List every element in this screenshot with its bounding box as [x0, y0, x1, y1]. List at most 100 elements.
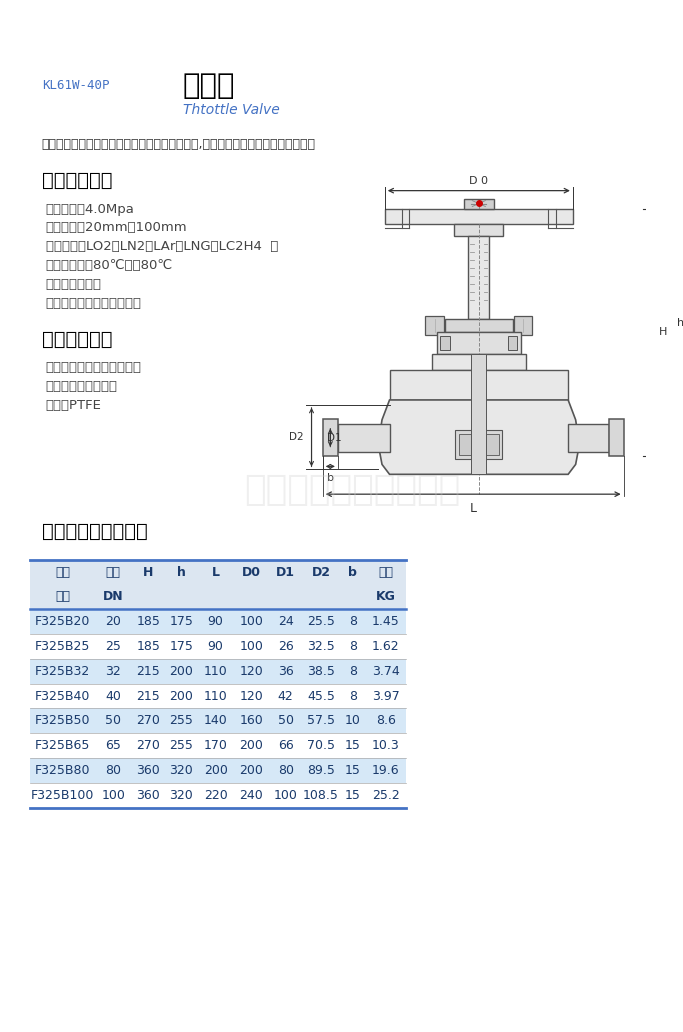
Text: 200: 200: [169, 689, 193, 703]
Text: 通径: 通径: [106, 566, 121, 579]
Text: 8: 8: [349, 615, 357, 628]
Text: 45.5: 45.5: [307, 689, 335, 703]
Text: 108.5: 108.5: [303, 788, 339, 802]
Text: 19.6: 19.6: [372, 764, 400, 777]
Text: L: L: [212, 566, 220, 579]
Text: 节流阀: 节流阀: [183, 71, 235, 100]
FancyBboxPatch shape: [426, 316, 444, 335]
Text: D2: D2: [290, 431, 304, 442]
Text: 填料：PTFE: 填料：PTFE: [46, 399, 101, 412]
Text: F325B25: F325B25: [35, 640, 90, 653]
Text: 介质流向：由阀瓣下面向上: 介质流向：由阀瓣下面向上: [46, 297, 141, 310]
Text: 8: 8: [349, 665, 357, 678]
Text: 阀体、阀盖、阀杆：不锈钢: 阀体、阀盖、阀杆：不锈钢: [46, 361, 141, 375]
Text: 24: 24: [278, 615, 294, 628]
Text: 32.5: 32.5: [307, 640, 335, 653]
Text: KG: KG: [376, 590, 395, 604]
Text: 公称压力：4.0Mpa: 公称压力：4.0Mpa: [46, 202, 135, 216]
Text: 25.5: 25.5: [307, 615, 335, 628]
Text: 15: 15: [345, 739, 361, 752]
Text: 185: 185: [137, 640, 161, 653]
Text: 160: 160: [240, 714, 263, 728]
Text: KL61W-40P: KL61W-40P: [42, 78, 109, 92]
Bar: [454, 224, 503, 236]
Text: 外形与安装连接尺寸: 外形与安装连接尺寸: [42, 522, 148, 541]
Text: 8.6: 8.6: [376, 714, 395, 728]
Text: 40: 40: [105, 689, 121, 703]
Bar: [31, 609, 406, 634]
Text: 240: 240: [240, 788, 263, 802]
Text: 89.5: 89.5: [307, 764, 335, 777]
Text: 270: 270: [137, 739, 161, 752]
Text: h: h: [177, 566, 186, 579]
Bar: [31, 683, 406, 708]
Bar: [459, 433, 499, 455]
Text: H: H: [143, 566, 154, 579]
Text: 200: 200: [240, 739, 264, 752]
Text: 80: 80: [105, 764, 121, 777]
Text: 25.2: 25.2: [372, 788, 400, 802]
Text: 代号: 代号: [55, 590, 70, 604]
Text: 200: 200: [169, 665, 193, 678]
Text: Thtottle Valve: Thtottle Valve: [183, 103, 279, 118]
FancyBboxPatch shape: [514, 316, 533, 335]
Text: 10: 10: [345, 714, 361, 728]
Text: D0: D0: [242, 566, 261, 579]
Bar: [389, 370, 568, 400]
Text: D2: D2: [311, 566, 331, 579]
Text: 110: 110: [204, 689, 227, 703]
Text: 适用介质：LO2、LN2、LAr、LNG、LC2H4  等: 适用介质：LO2、LN2、LAr、LNG、LC2H4 等: [46, 240, 278, 253]
Text: 100: 100: [274, 788, 298, 802]
Text: 10.3: 10.3: [372, 739, 400, 752]
Text: 26: 26: [278, 640, 294, 653]
Bar: [31, 783, 406, 808]
Bar: [436, 332, 521, 354]
Text: 200: 200: [204, 764, 227, 777]
Text: 90: 90: [208, 615, 223, 628]
Text: 1.45: 1.45: [372, 615, 400, 628]
Bar: [508, 336, 517, 350]
Text: 360: 360: [137, 764, 161, 777]
Bar: [464, 198, 494, 208]
Text: D 0: D 0: [469, 175, 488, 186]
Bar: [31, 708, 406, 733]
Text: L: L: [470, 503, 477, 515]
Bar: [31, 759, 406, 783]
Bar: [31, 733, 406, 759]
Bar: [471, 354, 486, 475]
Text: 主要技术参数: 主要技术参数: [42, 171, 112, 190]
Bar: [445, 319, 513, 332]
Text: D1: D1: [276, 566, 295, 579]
Text: 100: 100: [240, 615, 264, 628]
Text: b: b: [327, 474, 334, 483]
Text: 66: 66: [278, 739, 294, 752]
Text: 215: 215: [137, 665, 161, 678]
Text: 上海阀门制造有限公司: 上海阀门制造有限公司: [244, 474, 460, 507]
Text: 120: 120: [240, 665, 263, 678]
Text: 100: 100: [240, 640, 264, 653]
Text: 32: 32: [105, 665, 121, 678]
Text: 20: 20: [105, 615, 121, 628]
Bar: [568, 424, 609, 452]
Bar: [456, 429, 502, 459]
Text: 8: 8: [349, 689, 357, 703]
Text: 50: 50: [278, 714, 294, 728]
Text: 270: 270: [137, 714, 161, 728]
Text: F325B50: F325B50: [35, 714, 90, 728]
Bar: [323, 419, 338, 456]
Text: 175: 175: [169, 615, 193, 628]
Text: b: b: [348, 566, 357, 579]
Text: 255: 255: [169, 714, 193, 728]
Text: 重量: 重量: [378, 566, 393, 579]
Text: 连接形式：插焊: 连接形式：插焊: [46, 278, 102, 291]
Bar: [609, 419, 624, 456]
Text: 255: 255: [169, 739, 193, 752]
Text: 360: 360: [137, 788, 161, 802]
Bar: [432, 354, 526, 370]
Text: F325B32: F325B32: [35, 665, 90, 678]
Text: 200: 200: [240, 764, 264, 777]
Text: 170: 170: [204, 739, 227, 752]
Text: 70.5: 70.5: [307, 739, 335, 752]
Text: h: h: [677, 318, 683, 327]
Text: 50: 50: [105, 714, 121, 728]
